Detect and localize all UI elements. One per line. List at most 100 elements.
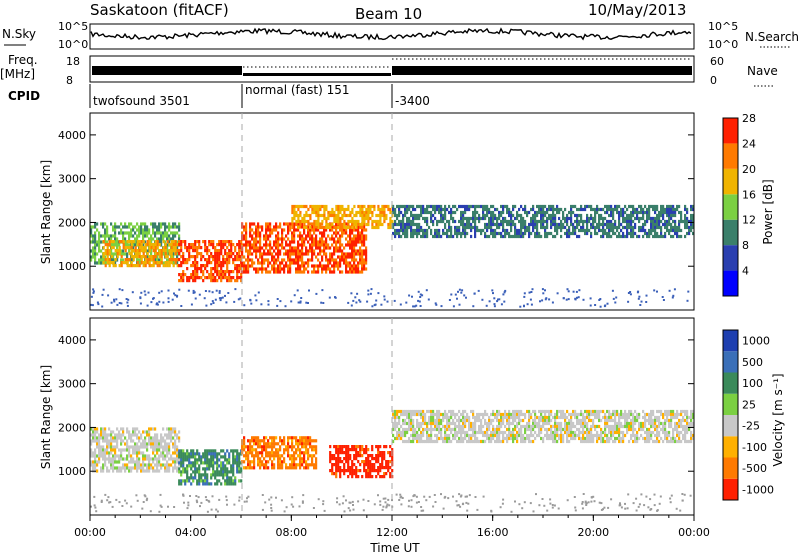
vel-data-cell (182, 464, 185, 468)
power-data-cell (106, 228, 109, 232)
power-data-cell (247, 264, 250, 268)
power-data-cell (506, 207, 509, 212)
power-data-cell (402, 213, 405, 218)
vel-data-cell (293, 454, 296, 458)
vel-data-cell (192, 449, 195, 453)
power-data-cell (245, 246, 248, 250)
power-data-cell (341, 243, 344, 247)
power-data-cell (178, 258, 181, 262)
vel-data-cell (345, 457, 348, 461)
power-data-cell (361, 240, 364, 244)
vel-data-cell (416, 436, 419, 441)
power-data-cell (546, 207, 549, 212)
power-data-cell (377, 225, 380, 230)
power-data-cell (408, 219, 411, 224)
power-data-cell (271, 252, 274, 256)
power-data-speckle (589, 297, 592, 300)
power-data-cell (464, 231, 467, 236)
power-data-cell (309, 243, 312, 247)
vel-data-cell (120, 469, 123, 473)
vel-data-cell (488, 418, 491, 423)
power-data-cell (275, 270, 278, 274)
power-data-cell (500, 210, 503, 215)
vel-data-cell (396, 409, 399, 414)
power-data-cell (387, 207, 390, 212)
power-data-cell (142, 255, 145, 259)
vel-data-cell (359, 469, 362, 473)
vel-data-cell (136, 463, 139, 467)
vel-data-cell (446, 412, 449, 417)
vel-data-cell (442, 418, 445, 423)
power-data-cell (500, 213, 503, 218)
power-data-cell (321, 237, 324, 241)
power-data-cell (462, 222, 465, 227)
power-data-cell (188, 276, 191, 280)
vel-data-cell (363, 448, 366, 452)
power-data-cell (138, 243, 141, 247)
power-data-cell (626, 222, 629, 227)
power-data-cell (387, 225, 390, 230)
vel-data-cell (265, 451, 268, 455)
vel-data-cell (263, 448, 266, 452)
vel-data-cell (498, 433, 501, 438)
power-data-speckle (358, 299, 361, 302)
vel-data-cell (462, 439, 465, 444)
power-data-cell (584, 219, 587, 224)
vel-data-cell (170, 439, 173, 443)
power-data-cell (182, 276, 185, 280)
vel-data-cell (156, 466, 159, 470)
power-data-cell (230, 279, 233, 283)
power-data-cell (220, 270, 223, 274)
power-data-cell (301, 234, 304, 238)
power-data-cell (245, 258, 248, 262)
power-data-cell (494, 231, 497, 236)
vel-data-cell (263, 445, 266, 449)
power-data-cell (570, 207, 573, 212)
power-data-cell (456, 234, 459, 239)
power-data-cell (544, 231, 547, 236)
power-data-cell (616, 228, 619, 233)
vel-data-cell (204, 476, 207, 480)
vel-data-cell (365, 445, 368, 449)
power-data-speckle (615, 296, 618, 299)
power-data-cell (672, 219, 675, 224)
power-data-cell (150, 243, 153, 247)
vel-data-cell (404, 427, 407, 432)
power-data-cell (660, 210, 663, 215)
power-data-cell (172, 249, 175, 253)
power-data-cell (554, 219, 557, 224)
power-data-cell (420, 210, 423, 215)
power-data-cell (610, 219, 613, 224)
power-data-speckle (158, 300, 161, 303)
power-data-cell (172, 237, 175, 241)
vel-data-cell (206, 464, 209, 468)
power-data-cell (630, 228, 633, 233)
power-data-cell (544, 228, 547, 233)
vel-data-cell (232, 461, 235, 465)
power-data-cell (371, 210, 374, 215)
vel-data-cell (508, 433, 511, 438)
vel-data-cell (484, 412, 487, 417)
vel-data-cell (500, 430, 503, 435)
vel-data-cell (462, 436, 465, 441)
vel-data-cell (126, 457, 129, 461)
power-data-cell (317, 264, 320, 268)
power-data-cell (586, 222, 589, 227)
power-data-cell (114, 225, 117, 229)
power-data-cell (644, 204, 647, 209)
vel-data-cell (486, 433, 489, 438)
vel-data-cell (339, 460, 342, 464)
vel-data-cell (444, 409, 447, 414)
power-data-cell (686, 207, 689, 212)
vel-data-cell (90, 454, 93, 458)
power-data-cell (349, 255, 352, 259)
vel-data-cell (343, 451, 346, 455)
power-data-cell (216, 255, 219, 259)
vel-data-cell (174, 457, 177, 461)
vel-data-cell (367, 472, 370, 476)
power-data-cell (120, 252, 123, 256)
power-data-cell (192, 264, 195, 268)
power-data-cell (172, 246, 175, 250)
power-data-cell (136, 258, 139, 262)
vel-data-cell (108, 454, 111, 458)
